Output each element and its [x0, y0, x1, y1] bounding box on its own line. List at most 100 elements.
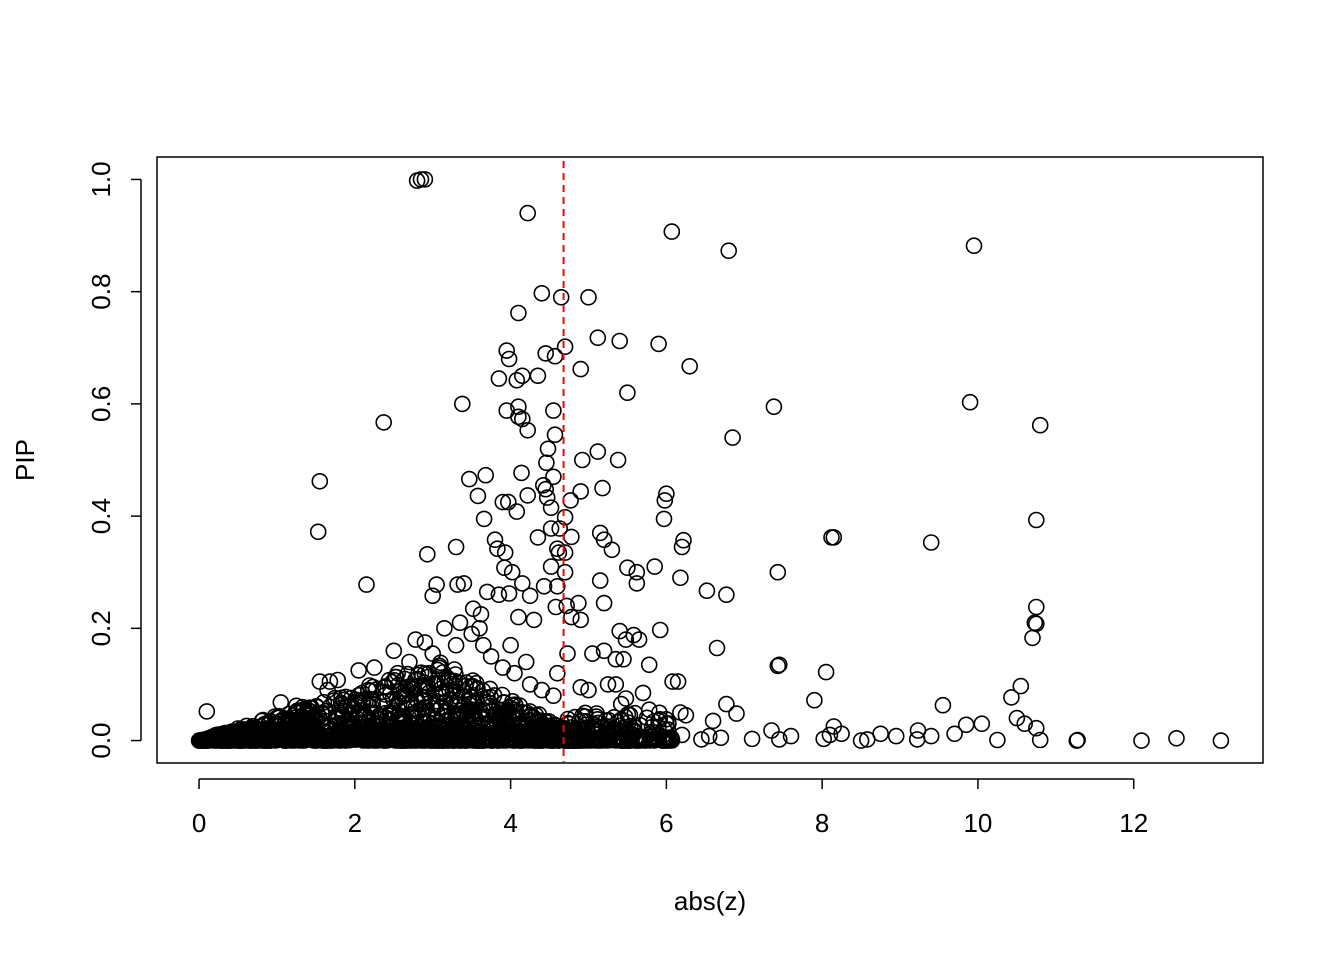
data-point	[510, 398, 527, 416]
plot-frame	[156, 156, 1264, 764]
data-point	[965, 237, 983, 254]
data-point	[198, 703, 216, 720]
data-point	[609, 451, 627, 469]
data-point	[424, 645, 442, 662]
data-point	[489, 540, 506, 558]
data-point	[825, 529, 843, 546]
data-point	[616, 732, 633, 749]
data-point	[545, 402, 562, 419]
x-tick-label: 10	[963, 808, 992, 838]
data-point	[471, 619, 488, 637]
data-point	[525, 611, 543, 629]
data-point	[770, 731, 788, 748]
data-point	[466, 701, 483, 719]
data-point	[513, 464, 530, 482]
data-point	[580, 288, 597, 306]
data-point	[439, 670, 457, 688]
data-point	[552, 288, 570, 306]
data-point	[301, 730, 318, 748]
data-point	[403, 695, 421, 712]
x-tick-label: 6	[659, 808, 673, 838]
data-point	[318, 727, 336, 745]
data-point	[673, 538, 691, 556]
data-point	[961, 393, 979, 411]
data-point	[1028, 598, 1045, 616]
data-point	[562, 492, 579, 509]
data-point	[464, 677, 481, 695]
data-point	[519, 204, 537, 222]
data-point	[833, 725, 850, 743]
data-point	[564, 732, 582, 749]
data-point	[321, 673, 339, 690]
data-point	[704, 712, 722, 730]
y-tick-label: 0.8	[86, 274, 116, 310]
data-point	[1012, 677, 1030, 695]
data-point	[463, 688, 481, 706]
data-point	[266, 708, 284, 725]
data-point	[663, 223, 681, 240]
data-point	[494, 493, 512, 511]
data-point	[354, 693, 372, 711]
data-point	[537, 480, 555, 498]
data-point	[563, 725, 581, 743]
data-point	[472, 605, 490, 623]
data-point	[584, 645, 601, 662]
data-point	[1069, 731, 1086, 749]
data-point	[287, 728, 305, 745]
data-point	[821, 726, 839, 744]
data-point	[447, 538, 465, 556]
data-point	[852, 732, 870, 749]
data-point	[1168, 729, 1185, 747]
data-point	[503, 563, 521, 581]
data-point	[551, 520, 569, 537]
data-point	[587, 729, 605, 747]
data-point	[288, 697, 305, 715]
data-point	[646, 558, 664, 575]
data-point	[230, 728, 247, 745]
data-point	[343, 718, 361, 735]
data-point	[550, 544, 568, 561]
data-point	[236, 721, 253, 739]
data-point	[572, 678, 590, 696]
data-point	[521, 587, 539, 605]
data-point	[563, 528, 580, 546]
data-point	[591, 732, 608, 749]
data-point	[306, 720, 324, 737]
data-point	[538, 454, 555, 472]
data-point	[375, 414, 393, 431]
data-point	[1133, 732, 1150, 749]
data-point	[447, 636, 465, 654]
data-point	[500, 585, 518, 602]
data-point	[204, 732, 222, 749]
points-layer	[190, 171, 1230, 749]
data-point	[350, 662, 368, 679]
data-point	[675, 531, 692, 549]
data-point	[728, 705, 745, 722]
data-point	[653, 728, 671, 745]
data-point	[193, 732, 210, 749]
data-point	[540, 732, 558, 749]
y-tick-label: 0.4	[86, 498, 116, 534]
data-point	[519, 487, 537, 504]
data-point	[568, 729, 586, 747]
data-point	[538, 489, 556, 506]
data-point	[1024, 629, 1041, 647]
data-point	[589, 443, 607, 460]
data-point	[572, 360, 590, 378]
data-point	[487, 707, 505, 725]
data-point	[221, 730, 238, 748]
data-point	[510, 304, 527, 322]
data-point	[510, 608, 527, 626]
data-point	[946, 725, 963, 743]
data-point	[475, 510, 493, 528]
data-point	[381, 685, 399, 703]
data-point	[769, 563, 787, 581]
data-point	[587, 708, 605, 725]
data-point	[662, 731, 680, 748]
data-point	[502, 636, 519, 654]
data-point	[630, 727, 648, 745]
data-point	[269, 715, 286, 733]
data-point	[363, 722, 380, 740]
data-point	[1016, 715, 1033, 733]
data-point	[708, 639, 726, 657]
